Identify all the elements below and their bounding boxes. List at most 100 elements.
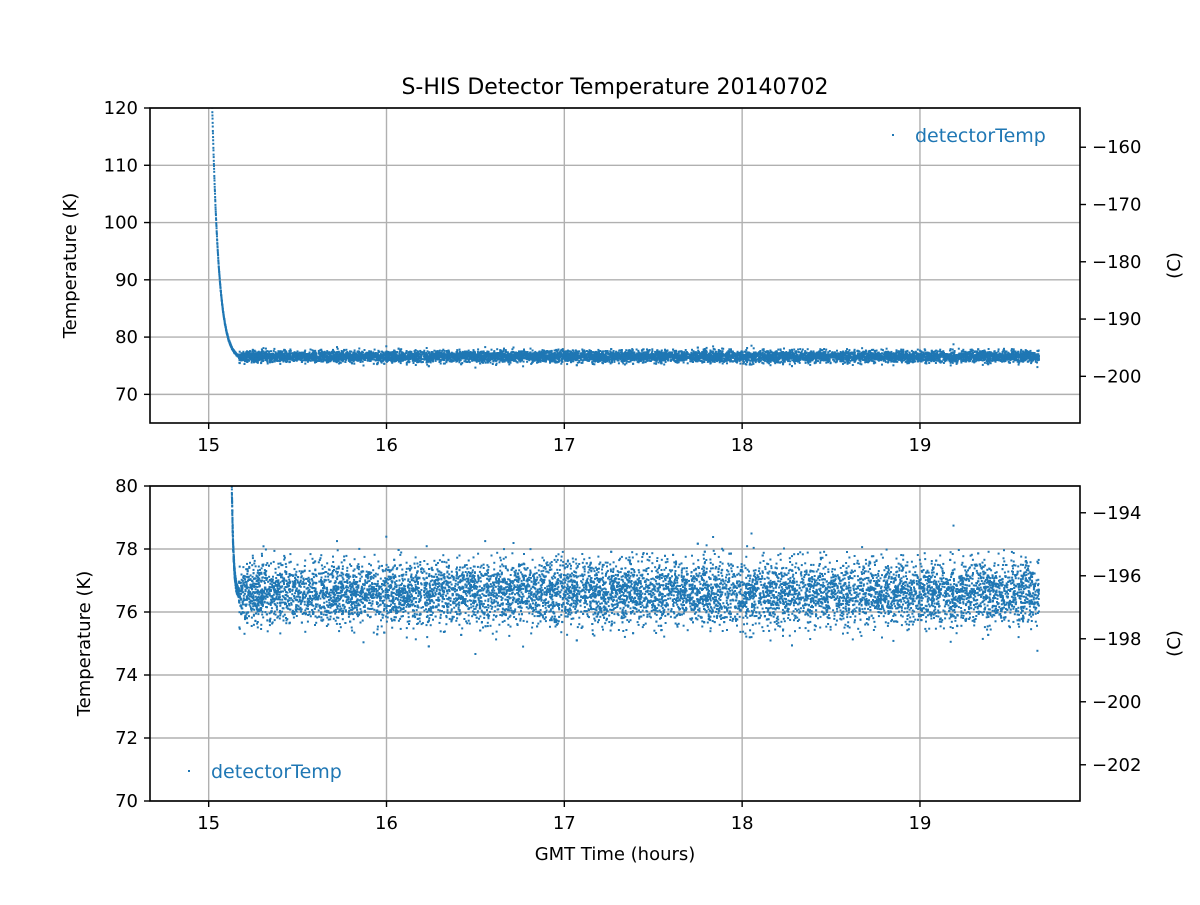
data-point xyxy=(216,233,218,235)
data-point xyxy=(683,362,685,364)
data-point xyxy=(383,363,385,365)
x-axis-label: GMT Time (hours) xyxy=(535,844,696,865)
data-point xyxy=(216,227,218,229)
data-point xyxy=(1012,361,1014,363)
data-point xyxy=(212,130,214,132)
data-point xyxy=(218,269,220,271)
data-point xyxy=(597,349,599,351)
data-point xyxy=(215,211,217,213)
data-point xyxy=(510,362,512,364)
data-point xyxy=(309,352,311,354)
data-point xyxy=(215,208,217,210)
data-point xyxy=(212,139,214,141)
data-point xyxy=(511,348,513,350)
data-point xyxy=(217,254,219,256)
data-point xyxy=(958,348,960,350)
data-point xyxy=(213,168,215,170)
data-point xyxy=(426,347,428,349)
data-point xyxy=(214,204,216,206)
data-point xyxy=(212,147,214,149)
data-point xyxy=(213,160,215,162)
data-point xyxy=(1036,366,1038,368)
data-point xyxy=(389,359,391,361)
data-point xyxy=(216,235,218,237)
data-point xyxy=(212,132,214,134)
data-point xyxy=(433,350,435,352)
data-point xyxy=(214,200,216,202)
data-point xyxy=(917,349,919,351)
data-point xyxy=(770,364,772,366)
data-point xyxy=(215,222,217,224)
data-point xyxy=(982,364,984,366)
data-point xyxy=(802,349,804,351)
data-point xyxy=(739,363,741,365)
data-point xyxy=(267,363,269,365)
data-point xyxy=(242,351,244,353)
data-point xyxy=(212,143,214,145)
data-point xyxy=(625,362,627,364)
data-point xyxy=(805,362,807,364)
data-point xyxy=(532,350,534,352)
data-point xyxy=(663,364,665,366)
data-point xyxy=(215,225,217,227)
data-point xyxy=(751,345,753,347)
data-point xyxy=(493,350,495,352)
data-point xyxy=(222,308,224,310)
data-point xyxy=(374,349,376,351)
data-point xyxy=(439,350,441,352)
data-point xyxy=(1027,361,1029,363)
data-point xyxy=(363,365,365,367)
data-point xyxy=(396,351,398,353)
data-point xyxy=(217,260,219,262)
data-point xyxy=(214,183,216,185)
data-point xyxy=(836,350,838,352)
data-point xyxy=(358,348,360,350)
data-point xyxy=(642,362,644,364)
data-point xyxy=(952,349,954,351)
data-point xyxy=(213,177,215,179)
data-point xyxy=(212,118,214,120)
data-point xyxy=(728,351,730,353)
data-point xyxy=(214,186,216,188)
data-point xyxy=(218,271,220,273)
data-point xyxy=(712,345,714,347)
data-point xyxy=(215,206,217,208)
data-point xyxy=(458,361,460,363)
data-point xyxy=(846,348,848,350)
data-point xyxy=(214,193,216,195)
data-point xyxy=(218,263,220,265)
data-point xyxy=(217,246,219,248)
data-point xyxy=(880,349,882,351)
data-point xyxy=(950,364,952,366)
chart-title: S-HIS Detector Temperature 20140702 xyxy=(401,75,828,100)
data-point xyxy=(350,351,352,353)
data-point xyxy=(881,364,883,366)
data-point xyxy=(825,349,827,351)
data-point xyxy=(214,196,216,198)
data-point xyxy=(849,362,851,364)
data-point xyxy=(825,362,827,364)
data-point xyxy=(212,126,214,128)
data-point xyxy=(919,350,921,352)
data-point xyxy=(279,363,281,365)
data-point xyxy=(220,287,222,289)
data-point xyxy=(373,359,375,361)
data-point xyxy=(213,175,215,177)
data-point xyxy=(212,122,214,124)
data-point xyxy=(798,351,800,353)
data-point xyxy=(213,156,215,158)
data-point xyxy=(212,149,214,151)
data-point xyxy=(566,363,568,365)
data-point xyxy=(988,348,990,350)
data-point xyxy=(580,359,582,361)
data-point xyxy=(809,361,811,363)
data-point xyxy=(415,364,417,366)
data-point xyxy=(219,278,221,280)
data-point xyxy=(499,349,501,351)
data-point xyxy=(213,163,215,165)
data-point xyxy=(214,190,216,192)
data-point xyxy=(491,349,493,351)
data-point xyxy=(807,348,809,350)
